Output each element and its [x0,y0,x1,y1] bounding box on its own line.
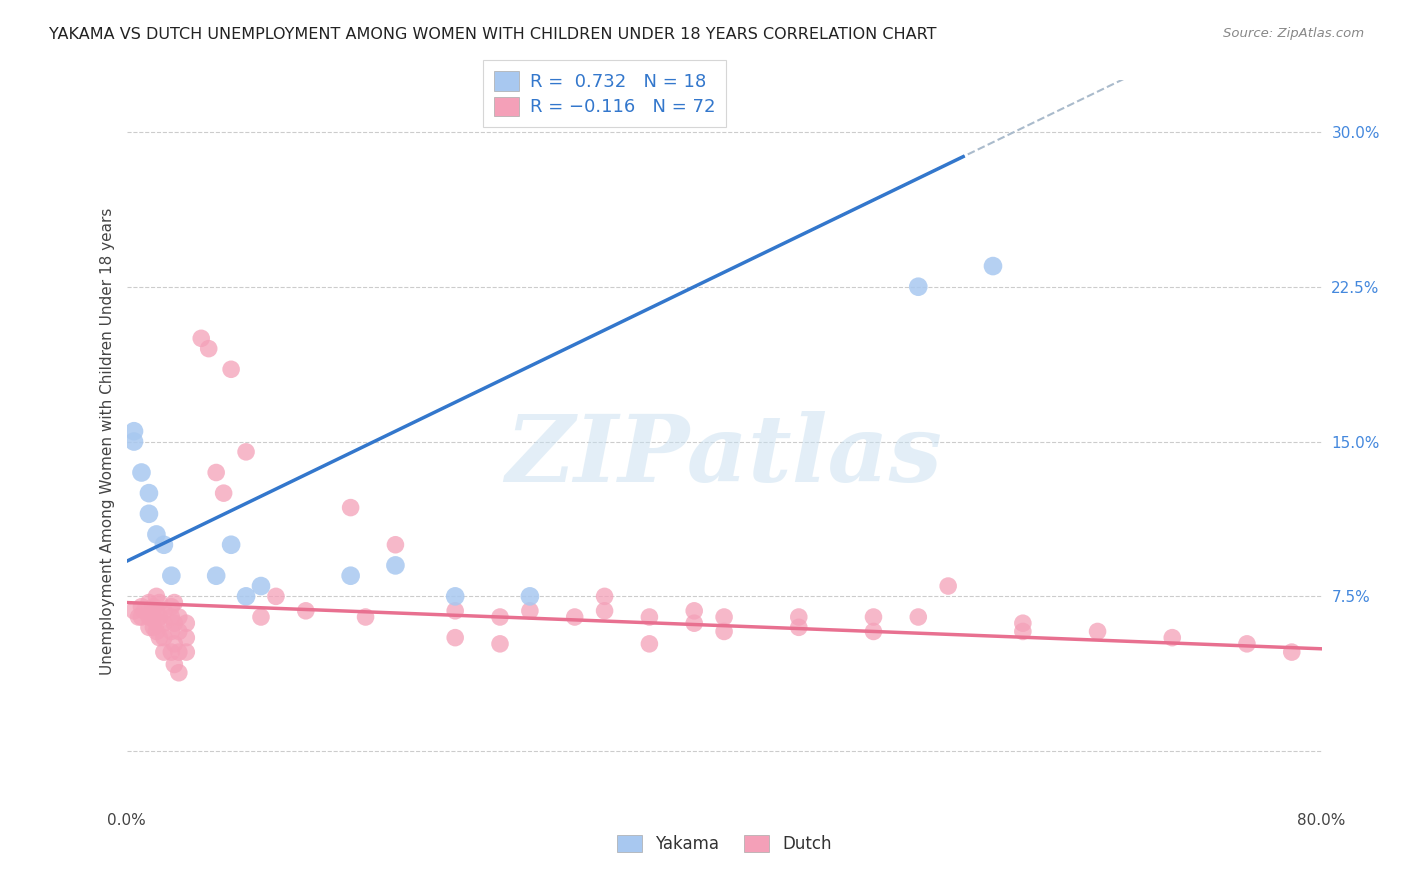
Point [163,616,186,631]
Point [153,616,176,631]
Point [190,331,212,345]
Point [489,610,512,624]
Point [122,434,145,449]
Point [148,596,170,610]
Point [907,279,929,293]
Point [160,568,183,582]
Point [174,616,197,631]
Point [148,610,170,624]
Point [444,631,467,645]
Point [638,637,661,651]
Text: ZIPatlas: ZIPatlas [506,411,942,501]
Point [683,604,706,618]
Point [713,624,735,639]
Point [167,624,190,639]
Point [160,610,183,624]
Point [294,604,316,618]
Point [197,342,219,356]
Point [683,616,706,631]
Point [145,590,167,604]
Point [444,590,467,604]
Point [145,624,167,639]
Point [160,624,183,639]
Point [131,599,153,614]
Point [153,604,176,618]
Point [163,657,186,672]
Point [145,527,167,541]
Point [148,631,170,645]
Point [519,590,541,604]
Point [205,466,228,480]
Point [160,645,183,659]
Point [444,604,467,618]
Point [1011,616,1033,631]
Point [167,610,190,624]
Point [134,604,156,618]
Point [339,500,361,515]
Point [862,610,884,624]
Point [235,445,257,459]
Point [384,538,406,552]
Point [138,486,160,500]
Point [787,620,810,634]
Point [142,620,165,634]
Point [145,616,167,631]
Point [713,610,735,624]
Point [593,604,616,618]
Point [787,610,810,624]
Point [235,590,257,604]
Point [638,610,661,624]
Point [1011,624,1033,639]
Point [981,259,1004,273]
Point [142,599,165,614]
Point [564,610,586,624]
Point [862,624,884,639]
Point [163,596,186,610]
Point [153,538,176,552]
Point [219,362,242,376]
Point [519,604,541,618]
Point [122,604,145,618]
Point [160,599,183,614]
Point [907,610,929,624]
Point [593,590,616,604]
Y-axis label: Unemployment Among Women with Children Under 18 years: Unemployment Among Women with Children U… [100,208,115,675]
Point [250,610,273,624]
Point [138,507,160,521]
Point [163,637,186,651]
Point [1236,637,1258,651]
Point [1161,631,1184,645]
Text: Source: ZipAtlas.com: Source: ZipAtlas.com [1223,27,1364,40]
Point [212,486,235,500]
Point [264,590,287,604]
Point [131,610,153,624]
Point [384,558,406,573]
Point [122,424,145,438]
Point [339,568,361,582]
Point [219,538,242,552]
Point [153,631,176,645]
Point [138,596,160,610]
Point [138,620,160,634]
Point [1281,645,1303,659]
Point [205,568,228,582]
Point [174,645,197,659]
Point [936,579,959,593]
Point [167,665,190,680]
Point [250,579,273,593]
Point [354,610,377,624]
Point [167,645,190,659]
Point [1087,624,1109,639]
Legend: Yakama, Dutch: Yakama, Dutch [610,828,838,860]
Point [145,604,167,618]
Point [174,631,197,645]
Text: YAKAMA VS DUTCH UNEMPLOYMENT AMONG WOMEN WITH CHILDREN UNDER 18 YEARS CORRELATIO: YAKAMA VS DUTCH UNEMPLOYMENT AMONG WOMEN… [49,27,936,42]
Point [127,610,149,624]
Point [138,610,160,624]
Point [153,645,176,659]
Point [142,610,165,624]
Point [131,466,153,480]
Point [489,637,512,651]
